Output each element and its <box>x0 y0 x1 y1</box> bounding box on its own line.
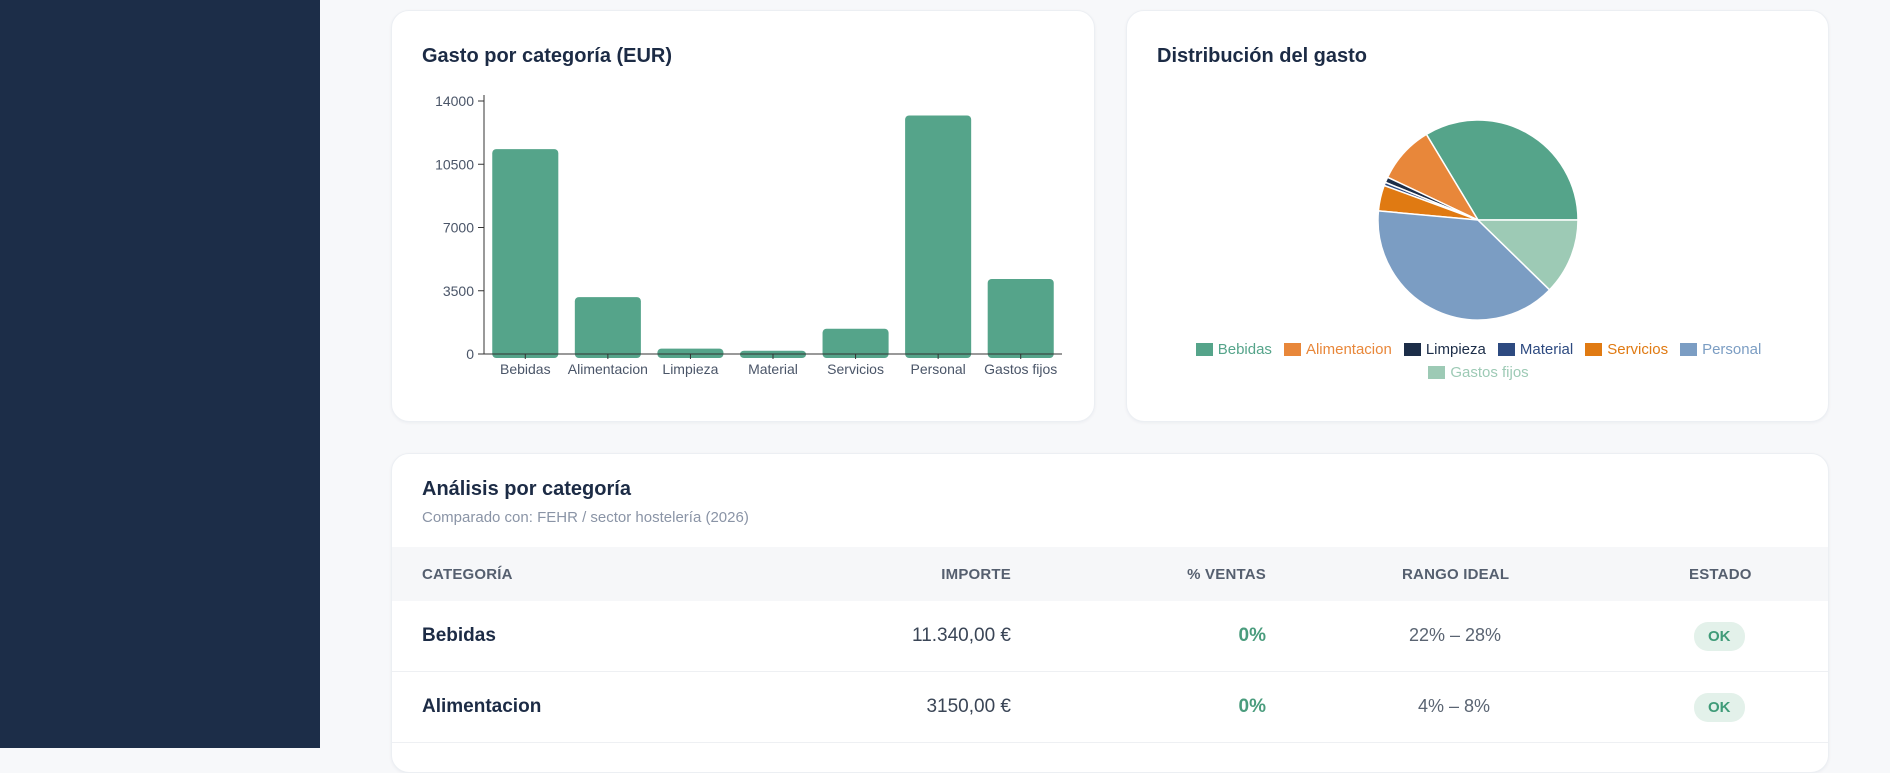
legend-swatch <box>1680 343 1698 356</box>
legend-item[interactable]: Alimentacion <box>1283 341 1392 358</box>
legend-swatch <box>1195 343 1213 356</box>
pie-slice-bebidas <box>1425 119 1579 221</box>
header-category: CATEGORÍA <box>422 566 513 583</box>
bar-alimentacion <box>574 297 641 358</box>
analysis-card: Análisis por categoría Comparado con: FE… <box>391 453 1829 773</box>
status-badge: OK <box>1694 622 1745 651</box>
pie-slice-gastos-fijos <box>1476 219 1579 291</box>
bar-chart-title: Gasto por categoría (EUR) <box>422 45 673 67</box>
legend-swatch <box>1428 366 1446 379</box>
header-pct-sales: % VENTAS <box>1187 566 1266 583</box>
legend-label: Gastos fijos <box>1450 364 1529 381</box>
pie-chart <box>1377 119 1579 321</box>
sidebar <box>0 0 320 748</box>
y-tick-label: 3500 <box>443 283 474 299</box>
bar-servicios <box>822 328 889 358</box>
x-tick-label: Bebidas <box>500 361 551 377</box>
pie-chart-card: Distribución del gasto Bebidas Alimentaci… <box>1126 10 1829 422</box>
pie-legend: Bebidas Alimentacion Limpieza Material Servi… <box>1127 341 1830 381</box>
row-ideal-range: 4% – 8% <box>1418 696 1491 716</box>
row-amount: 3150,00 € <box>926 696 1011 717</box>
pie-chart-title: Distribución del gasto <box>1157 45 1368 67</box>
legend-label: Alimentacion <box>1305 341 1392 358</box>
bar-personal <box>905 115 972 358</box>
legend-swatch <box>1497 343 1515 356</box>
table-row: Bebidas 11.340,00 € 0% 22% – 28% OK <box>392 601 1828 672</box>
status-badge: OK <box>1694 693 1745 722</box>
bar-bebidas <box>492 149 559 358</box>
row-amount: 11.340,00 € <box>912 625 1011 646</box>
bar-limpieza <box>657 348 724 358</box>
x-tick-label: Servicios <box>827 361 884 377</box>
legend-item[interactable]: Gastos fijos <box>1428 364 1529 381</box>
legend-label: Bebidas <box>1217 341 1272 358</box>
pie-slice-personal <box>1377 210 1551 321</box>
y-tick-label: 14000 <box>435 93 474 109</box>
x-tick-label: Limpieza <box>662 361 718 377</box>
analysis-subtitle: Comparado con: FEHR / sector hostelería … <box>422 509 749 526</box>
y-tick-label: 10500 <box>435 156 474 172</box>
legend-item[interactable]: Personal <box>1680 341 1761 358</box>
bar-gastos-fijos <box>987 279 1054 358</box>
legend-item[interactable]: Servicios <box>1585 341 1668 358</box>
legend-swatch <box>1403 343 1421 356</box>
analysis-title: Análisis por categoría <box>422 478 631 500</box>
row-category: Bebidas <box>422 625 496 646</box>
row-category: Alimentacion <box>422 696 542 717</box>
bar-chart-card: Gasto por categoría (EUR) 0 3500 7000 10500… <box>391 10 1095 422</box>
x-tick-label: Personal <box>911 361 966 377</box>
row-ideal-range: 22% – 28% <box>1409 625 1502 645</box>
header-status: ESTADO <box>1689 566 1752 583</box>
legend-item[interactable]: Material <box>1497 341 1574 358</box>
legend-item[interactable]: Limpieza <box>1403 341 1486 358</box>
y-tick-label: 7000 <box>443 220 474 236</box>
row-pct-sales: 0% <box>1238 696 1266 717</box>
x-tick-label: Material <box>748 361 798 377</box>
legend-swatch <box>1283 343 1301 356</box>
y-tick-label: 0 <box>466 346 474 362</box>
legend-label: Personal <box>1702 341 1762 358</box>
header-amount: IMPORTE <box>941 566 1011 583</box>
legend-label: Material <box>1519 341 1574 358</box>
legend-swatch <box>1585 343 1603 356</box>
legend-label: Servicios <box>1607 341 1669 358</box>
row-pct-sales: 0% <box>1238 625 1266 646</box>
legend-label: Limpieza <box>1425 341 1486 358</box>
bar-chart: 0 3500 7000 10500 14000 Bebidas Alimentacion Li… <box>435 93 1062 377</box>
x-tick-label: Alimentacion <box>568 361 648 377</box>
table-row: Alimentacion 3150,00 € 0% 4% – 8% OK <box>392 672 1828 743</box>
table-header: CATEGORÍA IMPORTE % VENTAS RANGO IDEAL E… <box>392 547 1828 601</box>
legend-item[interactable]: Bebidas <box>1195 341 1272 358</box>
header-ideal-range: RANGO IDEAL <box>1402 566 1510 583</box>
x-tick-label: Gastos fijos <box>984 361 1057 377</box>
